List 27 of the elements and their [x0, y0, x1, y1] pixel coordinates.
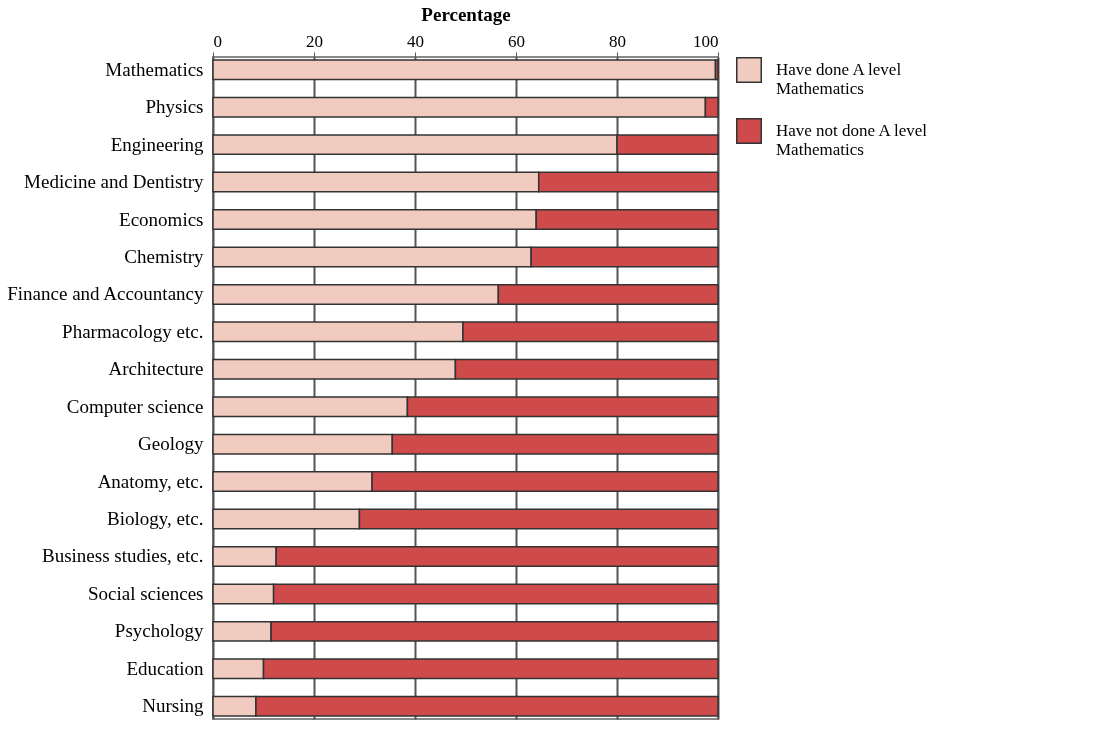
y-tick-label: Physics — [145, 96, 204, 118]
y-tick-label: Computer science — [66, 395, 204, 417]
x-tick-label: 60 — [508, 31, 525, 51]
legend-label: Have not done A level Mathematics — [776, 121, 928, 159]
x-tick-label: 40 — [407, 31, 424, 51]
y-tick-label: Anatomy, etc. — [97, 470, 204, 492]
x-tick-label: 80 — [609, 31, 626, 51]
y-tick-label: Medicine and Dentistry — [24, 171, 204, 193]
x-tick-label: 100 — [693, 31, 719, 51]
y-tick-label: Mathematics — [105, 58, 204, 80]
y-tick-label: Business studies, etc. — [42, 545, 204, 567]
x-tick-label: 0 — [213, 31, 222, 51]
y-tick-label: Psychology — [114, 620, 204, 642]
y-tick-label: Architecture — [108, 358, 204, 380]
y-tick-label: Nursing — [142, 695, 204, 717]
y-tick-label: Biology, etc. — [107, 508, 204, 530]
y-tick-label: Pharmacology etc. — [62, 320, 204, 342]
y-tick-label: Social sciences — [87, 582, 204, 604]
y-tick-label: Finance and Accountancy — [7, 283, 204, 305]
x-axis-title: Percentage — [421, 3, 511, 25]
y-tick-label: Engineering — [110, 133, 204, 155]
y-tick-label: Education — [126, 657, 204, 679]
x-tick-label: 20 — [306, 31, 323, 51]
y-tick-label: Chemistry — [124, 245, 204, 267]
legend-label: Have done A level Mathematics — [776, 60, 902, 98]
y-tick-label: Economics — [119, 208, 204, 230]
y-tick-label: Geology — [138, 433, 204, 455]
